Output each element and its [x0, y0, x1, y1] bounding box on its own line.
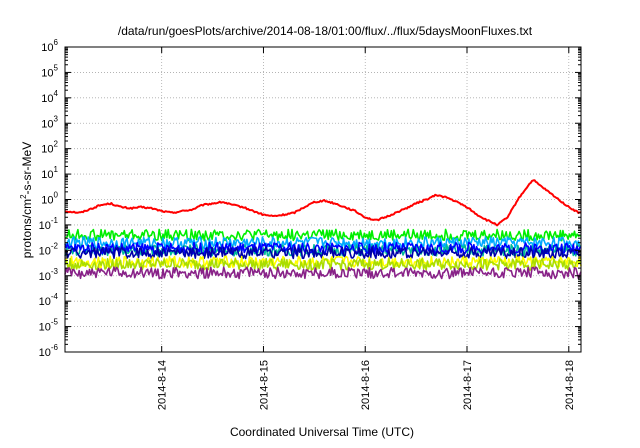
y-tick-label: 103: [41, 114, 58, 130]
y-axis-label-units: -s-sr-MeV: [20, 142, 34, 195]
y-tick-label: 10-3: [39, 267, 59, 283]
x-axis: 2014-8-14 2014-8-15 2014-8-16 2014-8-17 2014…: [157, 47, 576, 410]
x-tick-label: 2014-8-14: [157, 360, 169, 410]
x-tick-label: 2014-8-17: [462, 360, 474, 410]
series-line: [64, 228, 582, 242]
y-tick-label: 102: [41, 140, 58, 156]
y-tick-label: 10-4: [39, 292, 59, 308]
x-tick-label: 2014-8-16: [360, 360, 372, 410]
series-line: [64, 266, 582, 280]
chart-title: /data/run/goesPlots/archive/2014-08-18/0…: [118, 24, 533, 38]
y-tick-label: 101: [41, 165, 58, 181]
series-group: [64, 179, 582, 280]
series-line: [64, 257, 582, 271]
x-tick-label: 2014-8-18: [564, 360, 576, 410]
y-tick-label: 105: [41, 63, 58, 79]
series-line: [64, 179, 582, 227]
y-axis-label-main: protons/cm: [20, 199, 34, 258]
y-tick-label: 106: [41, 38, 58, 54]
y-tick-label: 10-1: [39, 216, 59, 232]
x-axis-label: Coordinated Universal Time (UTC): [230, 425, 414, 439]
y-axis-label-exponent: 2: [19, 194, 28, 199]
y-axis: 10-6 10-5 10-4 10-3 10-2 10-1 100 101 102 103 104 1…: [39, 38, 581, 359]
y-tick-label: 100: [41, 191, 58, 207]
y-axis-label: protons/cm2-s-sr-MeV: [19, 142, 34, 258]
series-line: [64, 241, 582, 255]
y-tick-label: 104: [41, 89, 58, 105]
y-tick-label: 10-5: [39, 318, 59, 334]
x-tick-label: 2014-8-15: [258, 360, 270, 410]
y-tick-label: 10-6: [39, 343, 59, 359]
series-line: [64, 246, 582, 260]
y-tick-label: 10-2: [39, 241, 59, 257]
